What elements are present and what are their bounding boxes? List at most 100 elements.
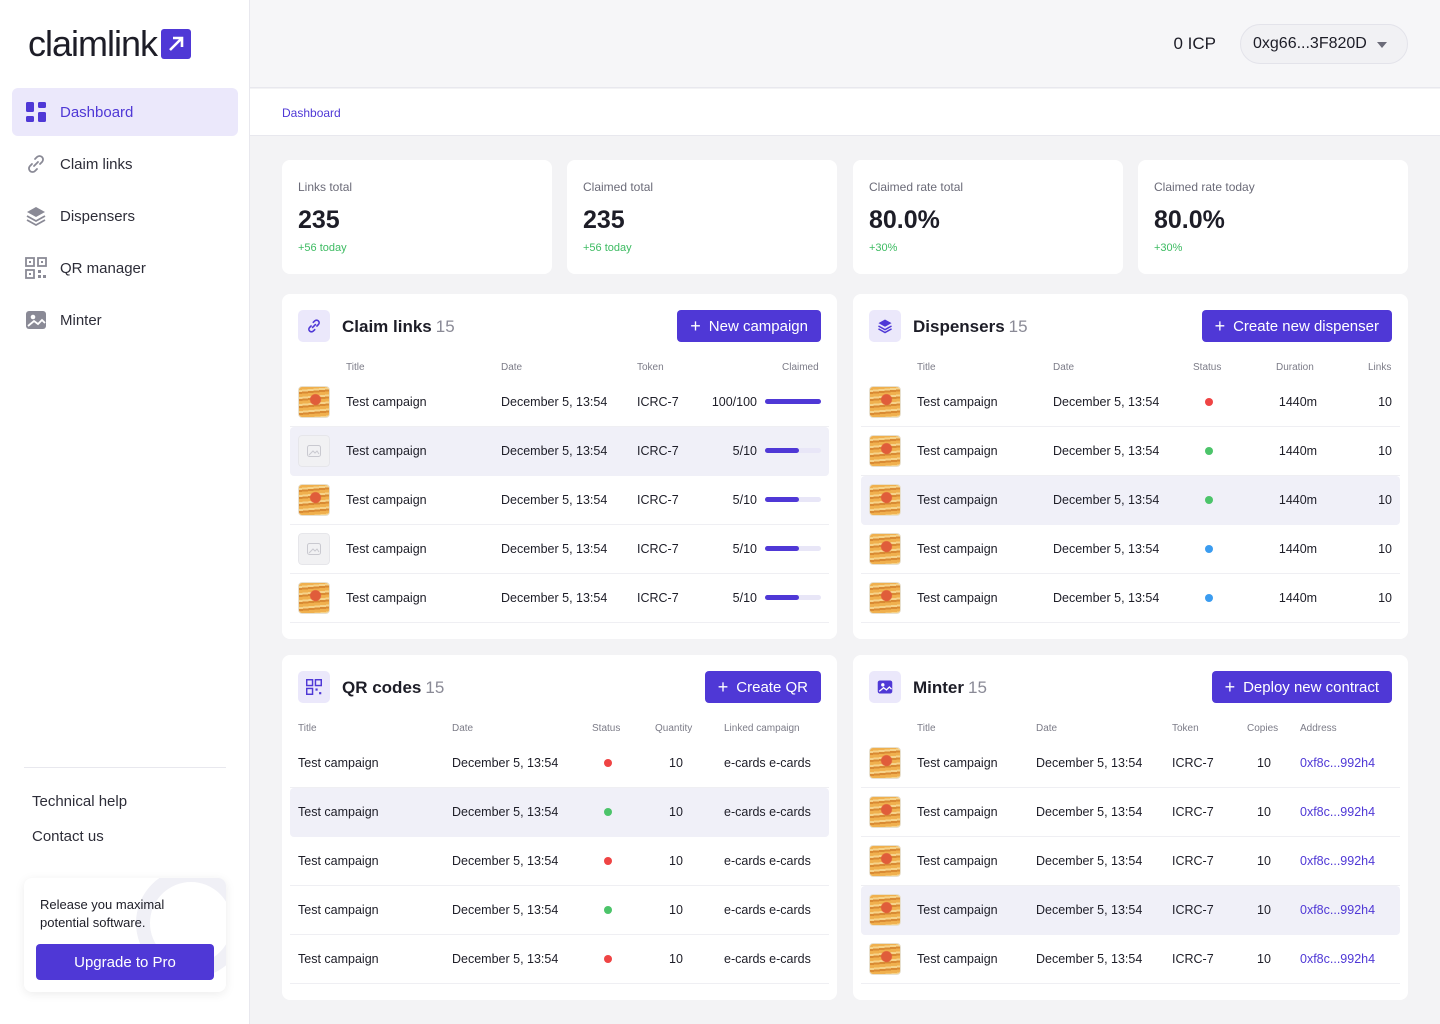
create-new-dispenser-button[interactable]: + Create new dispenser [1201,310,1392,342]
row-quantity: 10 [669,756,683,770]
row-address[interactable]: 0xf8c...992h4 [1300,952,1376,966]
table-row[interactable]: Test campaign December 5, 13:54 10 e-cards … [290,788,829,837]
row-token: ICRC-7 [637,395,679,409]
column-header-title: Title [346,362,365,373]
claim-links-card: Claim links 15 + New campaign Title Date T… [282,294,837,639]
table-row[interactable]: Test campaign December 5, 13:54 ICRC-7 10 0x… [861,788,1400,837]
upgrade-to-pro-button[interactable]: Upgrade to Pro [36,944,214,980]
plus-icon: + [717,677,729,697]
technical-help-link[interactable]: Technical help [32,793,128,810]
table-row[interactable]: Test campaign December 5, 13:54 10 e-cards … [290,837,829,886]
row-token: ICRC-7 [1172,854,1214,868]
contact-us-link[interactable]: Contact us [32,828,104,845]
claimed-progress-fill [765,497,799,502]
table-row[interactable]: Test campaign December 5, 13:54 ICRC-7 5/10 [290,427,829,476]
wallet-dropdown[interactable]: 0xg66...3F820D [1240,24,1408,64]
row-date: December 5, 13:54 [452,952,559,966]
row-date: December 5, 13:54 [501,542,608,556]
campaign-thumbnail [869,435,901,467]
row-title: Test campaign [346,493,427,507]
row-linked-campaign: e-cards e-cards [724,805,811,819]
sidebar-item-minter[interactable]: Minter [12,296,238,344]
sidebar-item-label: Dashboard [60,103,134,121]
row-date: December 5, 13:54 [1036,756,1143,770]
status-dot [1205,545,1213,553]
column-header-address: Address [1300,723,1337,734]
logo[interactable]: claimlink [28,24,192,64]
stat-claimed-rate-today: Claimed rate today 80.0% +30% [1138,160,1408,274]
row-token: ICRC-7 [1172,903,1214,917]
table-row[interactable]: Test campaign December 5, 13:54 1440m 10 [861,476,1400,525]
minter-card: Minter 15 + Deploy new contract Title Date… [853,655,1408,1000]
stat-label: Claimed total [583,180,654,194]
row-title: Test campaign [298,756,379,770]
table-row[interactable]: Test campaign December 5, 13:54 1440m 10 [861,378,1400,427]
stat-label: Claimed rate today [1154,180,1255,194]
row-address[interactable]: 0xf8c...992h4 [1300,756,1376,770]
stat-delta: +56 today [298,242,347,254]
deploy-new-contract-button[interactable]: + Deploy new contract [1211,671,1392,703]
sidebar-item-claim-links[interactable]: Claim links [12,140,238,188]
row-date: December 5, 13:54 [1036,903,1143,917]
button-label: Deploy new contract [1243,678,1379,696]
campaign-thumbnail [869,894,901,926]
status-dot [604,906,612,914]
row-date: December 5, 13:54 [1053,591,1160,605]
table-row[interactable]: Test campaign December 5, 13:54 1440m 10 [861,427,1400,476]
row-address[interactable]: 0xf8c...992h4 [1300,903,1376,917]
column-header-quantity: Quantity [655,723,693,734]
campaign-image [298,386,330,418]
campaign-image [869,796,901,828]
claimed-progress-fill [765,448,799,453]
stat-links-total: Links total 235 +56 today [282,160,552,274]
row-links: 10 [1378,591,1392,605]
status-dot [604,955,612,963]
table-row[interactable]: Test campaign December 5, 13:54 1440m 10 [861,525,1400,574]
row-address[interactable]: 0xf8c...992h4 [1300,805,1376,819]
campaign-thumbnail [298,435,330,467]
table-row[interactable]: Test campaign December 5, 13:54 10 e-cards … [290,935,829,984]
row-copies: 10 [1257,903,1271,917]
row-date: December 5, 13:54 [1053,395,1160,409]
stat-claimed-rate-total: Claimed rate total 80.0% +30% [853,160,1123,274]
row-links: 10 [1378,542,1392,556]
row-token: ICRC-7 [1172,805,1214,819]
row-duration: 1440m [1278,493,1318,507]
row-title: Test campaign [917,591,998,605]
table-row[interactable]: Test campaign December 5, 13:54 ICRC-7 10 0x… [861,886,1400,935]
table-row[interactable]: Test campaign December 5, 13:54 ICRC-7 10 0x… [861,739,1400,788]
sidebar: claimlink Dashboard Claim links Dispense… [0,0,250,1024]
table-row[interactable]: Test campaign December 5, 13:54 ICRC-7 100/… [290,378,829,427]
create-qr-button[interactable]: + Create QR [704,671,821,703]
row-address[interactable]: 0xf8c...992h4 [1300,854,1376,868]
card-count: 15 [435,317,455,336]
row-title: Test campaign [917,854,998,868]
breadcrumb[interactable]: Dashboard [282,106,341,120]
table-row[interactable]: Test campaign December 5, 13:54 ICRC-7 10 0x… [861,837,1400,886]
button-label: Create new dispenser [1233,317,1379,335]
table-row[interactable]: Test campaign December 5, 13:54 1440m 10 [861,574,1400,623]
campaign-thumbnail [298,386,330,418]
row-duration: 1440m [1278,395,1318,409]
row-quantity: 10 [669,805,683,819]
table-row[interactable]: Test campaign December 5, 13:54 ICRC-7 5/10 [290,574,829,623]
table-row[interactable]: Test campaign December 5, 13:54 ICRC-7 5/10 [290,476,829,525]
sidebar-item-qr-manager[interactable]: QR manager [12,244,238,292]
row-links: 10 [1378,395,1392,409]
stat-delta: +56 today [583,242,632,254]
table-row[interactable]: Test campaign December 5, 13:54 10 e-cards … [290,886,829,935]
image-placeholder-icon [298,533,330,565]
table-row[interactable]: Test campaign December 5, 13:54 ICRC-7 10 0x… [861,935,1400,984]
column-header-title: Title [917,723,936,734]
row-title: Test campaign [346,542,427,556]
claimed-progress-bar [765,497,821,502]
status-dot [1205,496,1213,504]
sidebar-item-dashboard[interactable]: Dashboard [12,88,238,136]
table-row[interactable]: Test campaign December 5, 13:54 10 e-cards … [290,739,829,788]
image-placeholder-icon [298,435,330,467]
column-header-token: Token [1172,723,1199,734]
campaign-image [869,484,901,516]
sidebar-item-dispensers[interactable]: Dispensers [12,192,238,240]
table-row[interactable]: Test campaign December 5, 13:54 ICRC-7 5/10 [290,525,829,574]
new-campaign-button[interactable]: + New campaign [677,310,821,342]
